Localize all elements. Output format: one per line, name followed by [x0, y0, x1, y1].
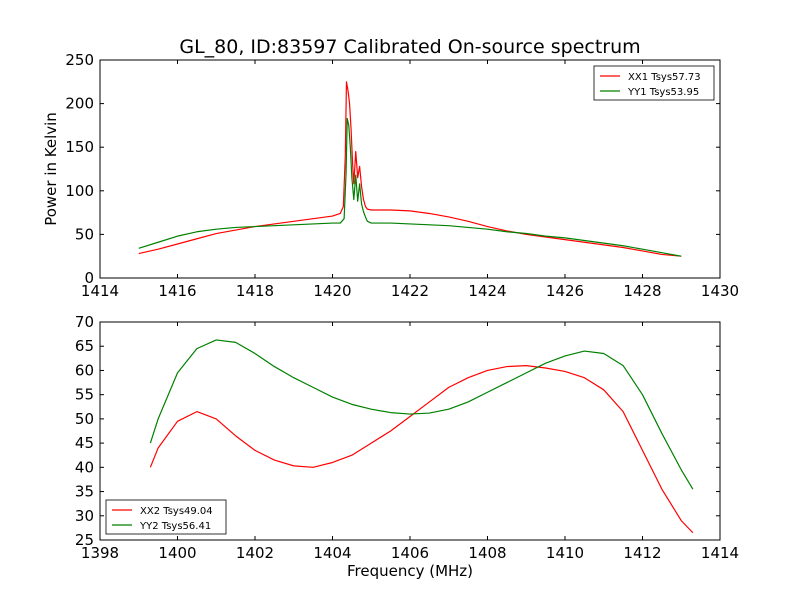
y-tick-label: 65 — [75, 337, 94, 355]
y-tick-label: 50 — [75, 225, 94, 243]
series-line-1 — [138, 81, 682, 257]
x-tick-label: 1420 — [313, 282, 351, 300]
x-tick-label: 1428 — [623, 282, 661, 300]
series-line-2 — [138, 117, 682, 257]
x-tick-label: 1408 — [468, 544, 506, 562]
chart-layer: 1414 1416 1418 1420 1422 1424 1426 1428 14300501… — [42, 51, 739, 580]
y-tick-label: 30 — [75, 507, 94, 525]
x-tick-label: 1416 — [158, 282, 196, 300]
y-tick-label: 50 — [75, 410, 94, 428]
legend-label: XX1 Tsys57.73 — [628, 72, 701, 83]
x-tick-label: 1410 — [546, 544, 584, 562]
plot-panel-1: 1414 1416 1418 1420 1422 1424 1426 1428 1430 0 50 1… — [42, 51, 739, 300]
x-tick-label: 1424 — [468, 282, 506, 300]
series-line-2 — [149, 339, 694, 490]
y-tick-label: 35 — [75, 483, 94, 501]
y-tick-label: 40 — [75, 458, 94, 476]
x-tick-label: 1430 — [701, 282, 739, 300]
y-tick-label: 250 — [65, 51, 94, 69]
y-tick-label: 25 — [75, 531, 94, 549]
x-axis-label: Frequency (MHz) — [347, 562, 473, 580]
y-tick-label: 100 — [65, 182, 94, 200]
series-line-1 — [149, 365, 694, 534]
x-tick-label: 1418 — [236, 282, 274, 300]
legend-label: YY2 Tsys56.41 — [139, 521, 211, 532]
legend-label: XX2 Tsys49.04 — [140, 506, 213, 517]
x-tick-label: 1398 — [81, 544, 119, 562]
x-tick-label: 1404 — [313, 544, 351, 562]
y-tick-label: 60 — [75, 361, 94, 379]
legend-box — [105, 499, 227, 535]
legend-label: YY1 Tsys53.95 — [627, 87, 699, 98]
x-tick-label: 1406 — [391, 544, 429, 562]
x-tick-label: 1400 — [158, 544, 196, 562]
y-tick-label: 45 — [75, 434, 94, 452]
y-axis-label: Power in Kelvin — [42, 112, 60, 226]
y-tick-label: 70 — [75, 313, 94, 331]
legend: XX2 Tsys49.04 YY2 Tsys56.41 — [105, 499, 227, 535]
x-tick-label: 1402 — [236, 544, 274, 562]
x-tick-label: 1426 — [546, 282, 584, 300]
y-tick-label: 0 — [84, 269, 94, 287]
chart-title: GL_80, ID:83597 Calibrated On-source spe… — [179, 36, 640, 58]
x-tick-label: 1422 — [391, 282, 429, 300]
y-tick-label: 55 — [75, 386, 94, 404]
plot-panel-2: 1398 1400 1402 1404 1406 1408 1410 1412 1414 25 30… — [75, 313, 739, 580]
y-tick-label: 150 — [65, 138, 94, 156]
y-tick-label: 200 — [65, 95, 94, 113]
x-tick-label: 1414 — [81, 282, 119, 300]
legend-box — [593, 65, 715, 101]
x-tick-label: 1414 — [701, 544, 739, 562]
legend: XX1 Tsys57.73 YY1 Tsys53.95 — [593, 65, 715, 101]
x-tick-label: 1412 — [623, 544, 661, 562]
